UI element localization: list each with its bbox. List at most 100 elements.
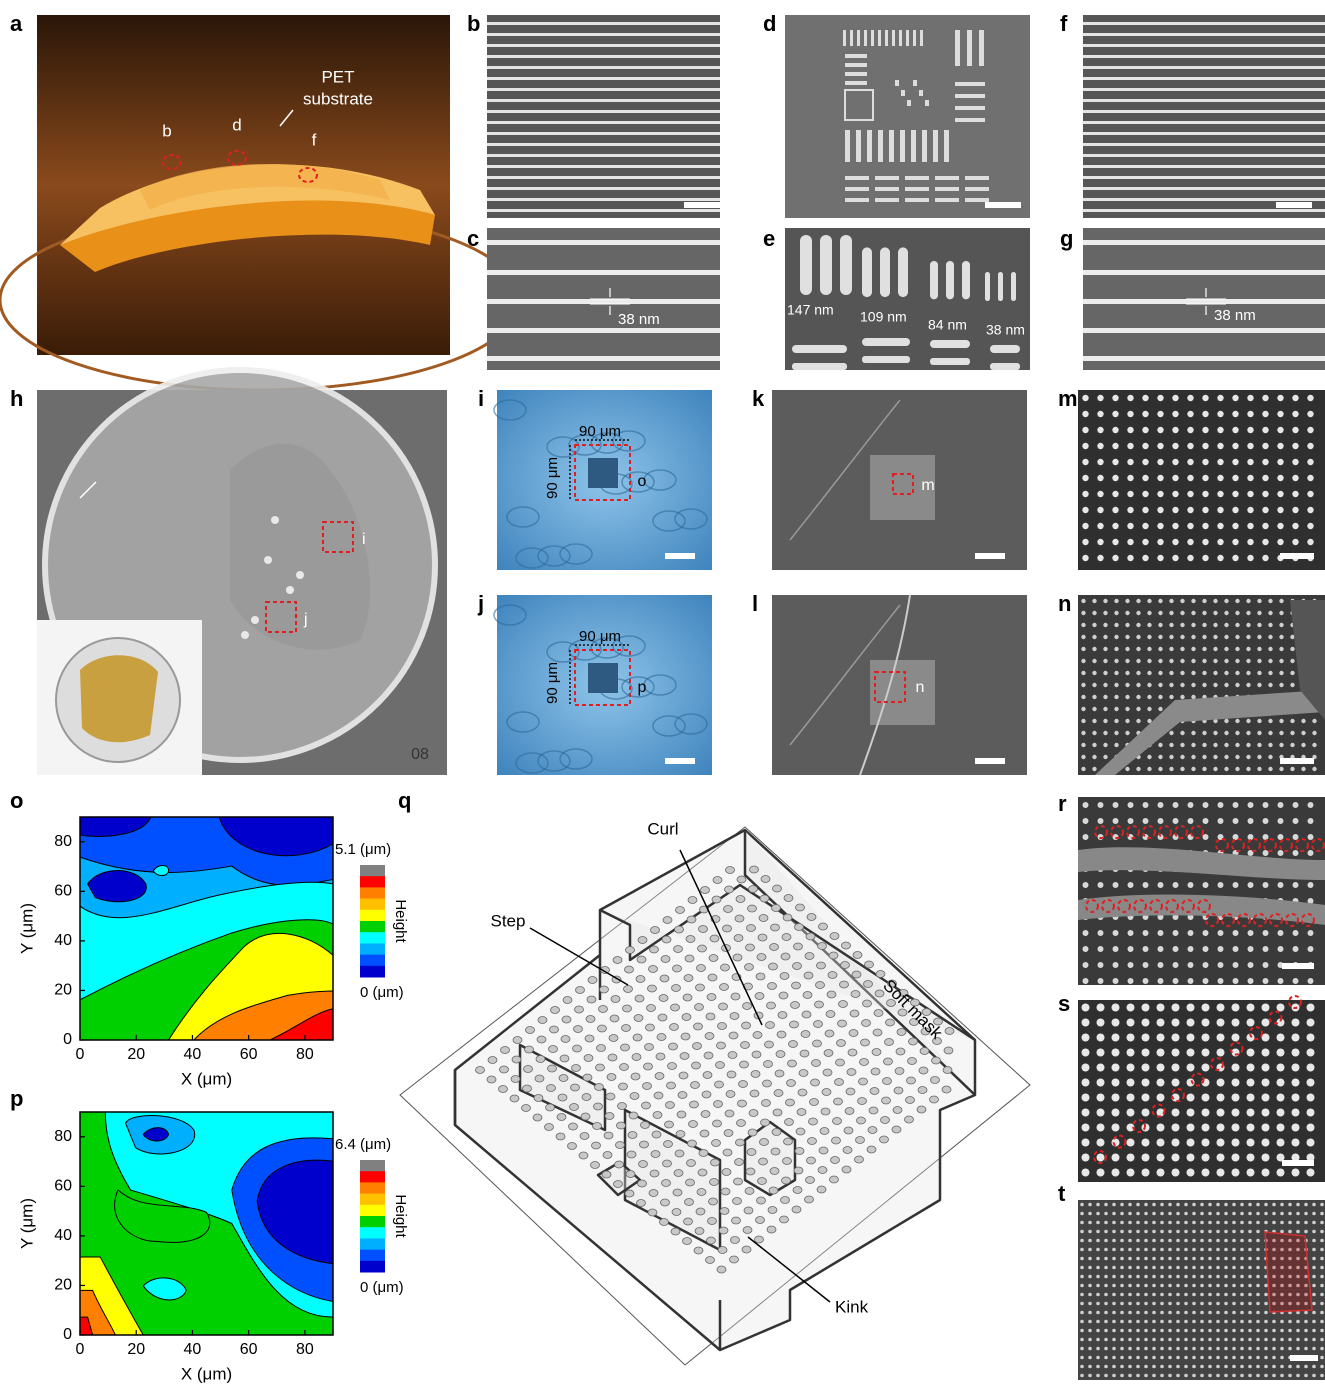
pillar — [1147, 670, 1152, 676]
pillar — [944, 1027, 955, 1035]
pillar — [705, 1012, 716, 1021]
pillar — [1142, 394, 1149, 402]
pillar — [1192, 1274, 1196, 1279]
pillar — [1097, 458, 1104, 466]
pillar — [1247, 962, 1254, 968]
pillar — [1277, 834, 1284, 840]
pillar — [1279, 622, 1284, 628]
pillar — [1247, 474, 1254, 482]
pillar — [1240, 1328, 1244, 1333]
pillar — [1262, 930, 1269, 936]
scale-bar — [1280, 553, 1314, 559]
pillar — [1136, 598, 1141, 604]
pillar — [1081, 1003, 1090, 1012]
cell — [674, 508, 708, 530]
pillar — [1096, 1168, 1105, 1177]
pillar — [718, 1002, 728, 1011]
pillar — [1224, 1229, 1228, 1234]
pillar — [1213, 670, 1218, 676]
pillar — [1120, 1274, 1124, 1279]
pillar — [1262, 802, 1269, 808]
pillar — [1097, 522, 1104, 530]
pillar — [1144, 1310, 1148, 1315]
pillar — [1172, 490, 1179, 498]
pillar — [1262, 410, 1269, 418]
pillar — [733, 934, 744, 942]
pillar — [1097, 978, 1104, 984]
pillar — [579, 1132, 590, 1140]
pillar — [1126, 1063, 1135, 1072]
pillar — [818, 1146, 829, 1155]
pillar — [1169, 766, 1174, 772]
pillar — [536, 1035, 547, 1044]
pillar — [1231, 1078, 1240, 1087]
pillar — [866, 1145, 877, 1154]
pillar — [1104, 1310, 1108, 1315]
pillar — [572, 1044, 582, 1053]
pillar — [1192, 1355, 1196, 1360]
pattern — [935, 187, 959, 191]
pillar — [1262, 834, 1269, 840]
pillar — [729, 1012, 740, 1020]
pillar — [761, 1099, 771, 1107]
pillar — [1128, 1202, 1132, 1207]
pillar — [698, 925, 708, 933]
scale-bar — [1276, 202, 1312, 208]
pillar — [656, 1033, 667, 1041]
pillar — [841, 1165, 852, 1174]
pillar — [1088, 1373, 1092, 1378]
pillar — [1248, 1229, 1252, 1234]
pillar-line — [820, 235, 832, 295]
pillar — [1088, 1211, 1092, 1216]
pillar — [1240, 1346, 1244, 1351]
dimension-label: 38 nm — [618, 311, 660, 328]
pillar — [1216, 1003, 1225, 1012]
pillar — [1126, 1093, 1135, 1102]
pillar — [906, 1076, 916, 1085]
pillar — [809, 1098, 819, 1106]
pillar-line — [985, 272, 990, 302]
pillar — [859, 1058, 869, 1066]
pillar — [1320, 1310, 1324, 1315]
pillar — [1202, 766, 1207, 772]
pillar — [1136, 1319, 1140, 1324]
pillar — [1246, 670, 1251, 676]
colorbar-label: Height — [392, 899, 409, 943]
x-tick-label: 20 — [127, 1341, 145, 1358]
pillar — [728, 1031, 739, 1040]
pillar — [699, 1129, 710, 1138]
fold — [1078, 894, 1325, 925]
pillar — [1240, 1355, 1244, 1360]
pillar — [1280, 1355, 1284, 1360]
patterned-area — [870, 455, 935, 520]
pillar — [1216, 1346, 1220, 1351]
pillar — [1112, 1274, 1116, 1279]
pillar — [1277, 442, 1284, 450]
pillar — [1247, 834, 1254, 840]
pillar — [756, 953, 767, 961]
pillar — [1248, 1373, 1252, 1378]
pillar — [799, 1049, 810, 1058]
pillar — [1187, 962, 1194, 968]
panel-label: q — [398, 788, 411, 813]
y-tick-label: 60 — [54, 883, 72, 900]
pillar — [1246, 1093, 1255, 1102]
pillar — [1096, 1003, 1105, 1012]
pillar — [654, 1072, 665, 1080]
pillar — [1128, 1355, 1132, 1360]
diagram-label: Curl — [647, 819, 678, 838]
pillar — [1268, 598, 1273, 604]
pillar — [1158, 766, 1163, 772]
nanoline — [487, 356, 720, 361]
pillar — [1158, 658, 1163, 664]
pillar — [1184, 1373, 1188, 1378]
pillar — [1240, 1238, 1244, 1243]
pillar — [1307, 394, 1314, 402]
pillar — [1104, 1301, 1108, 1306]
pillar — [1224, 1346, 1228, 1351]
pillar — [1096, 1229, 1100, 1234]
pillar — [1191, 730, 1196, 736]
pillar — [1160, 1310, 1164, 1315]
pillar — [1208, 1247, 1212, 1252]
pillar — [1262, 506, 1269, 514]
